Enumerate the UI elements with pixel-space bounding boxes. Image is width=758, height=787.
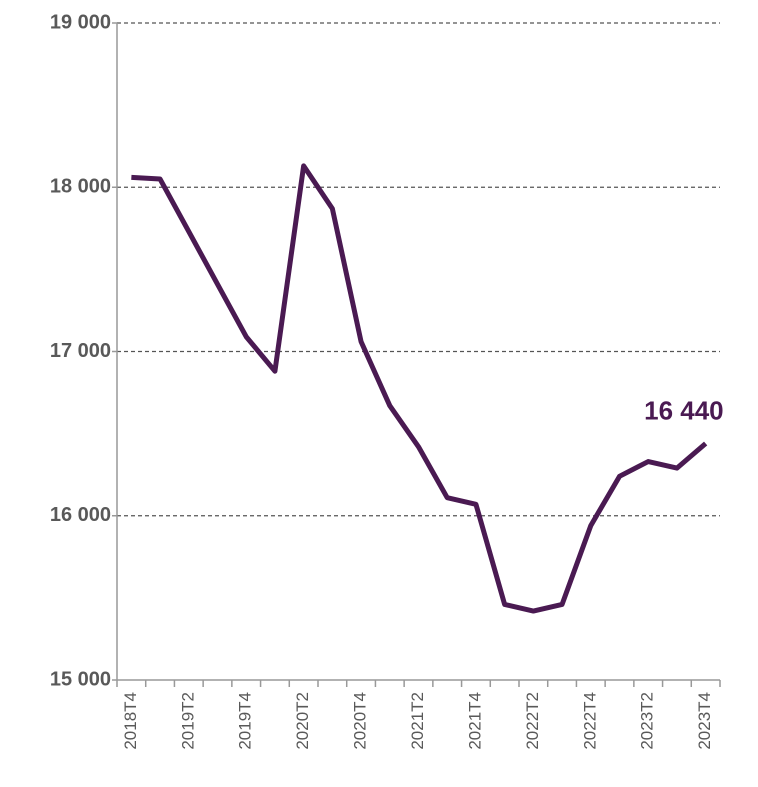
x-tick-label: 2019T2	[178, 692, 197, 750]
x-tick-label: 2019T4	[236, 692, 255, 750]
x-tick-label: 2023T4	[695, 692, 714, 750]
x-tick-label: 2023T2	[638, 692, 657, 750]
y-tick-label: 18 000	[50, 176, 111, 198]
x-tick-label: 2022T2	[523, 692, 542, 750]
y-tick-label: 19 000	[50, 11, 111, 33]
y-tick-label: 15 000	[50, 668, 111, 690]
x-tick-label: 2021T2	[408, 692, 427, 750]
y-tick-label: 17 000	[50, 340, 111, 362]
x-tick-label: 2020T4	[351, 692, 370, 750]
line	[131, 163, 708, 614]
x-tick-label: 2021T4	[465, 692, 484, 750]
y-tick-label: 16 000	[50, 504, 111, 526]
x-tick-label: 2020T2	[293, 692, 312, 750]
x-tick-label: 2022T4	[580, 692, 599, 750]
x-tick-label: 2018T4	[121, 692, 140, 750]
data-label: 16 440	[644, 395, 724, 425]
